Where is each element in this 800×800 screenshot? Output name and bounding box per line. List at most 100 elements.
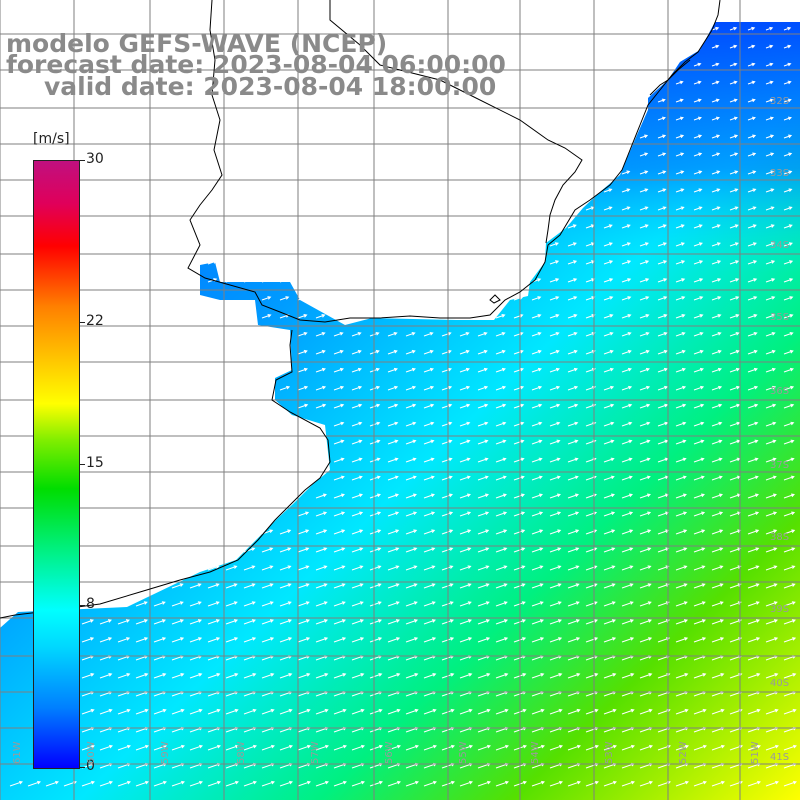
wind-arrow [783, 26, 792, 31]
wind-arrow [603, 349, 614, 355]
wind-arrow [711, 278, 722, 283]
wind-arrow [441, 349, 452, 355]
wind-arrow [693, 744, 707, 751]
wind-arrow [243, 565, 256, 571]
wind-arrow [675, 619, 688, 625]
wind-arrow [477, 583, 490, 589]
wind-arrow [603, 421, 615, 427]
wind-arrow [747, 708, 761, 715]
wind-arrow [99, 744, 113, 751]
wind-arrow [567, 260, 578, 265]
wind-arrow [603, 601, 616, 607]
wind-arrow [729, 385, 741, 391]
wind-arrow [315, 583, 328, 589]
wind-arrow [765, 601, 778, 607]
wind-arrow [783, 188, 793, 193]
wind-arrow [747, 170, 757, 175]
wind-arrow [153, 708, 167, 715]
wind-arrow [117, 673, 131, 679]
wind-arrow [207, 565, 220, 571]
wind-arrow [585, 349, 596, 355]
wind-arrow [639, 439, 651, 445]
wind-arrow [675, 457, 687, 463]
wind-arrow [675, 780, 689, 787]
colorbar-tick-mark [79, 160, 85, 161]
wind-arrow [621, 349, 632, 355]
wind-arrow [711, 780, 725, 787]
wind-arrow [549, 744, 563, 751]
wind-arrow [783, 708, 797, 715]
wind-arrow [279, 565, 292, 571]
wind-arrow [441, 547, 454, 553]
wind-arrow [513, 529, 526, 535]
wind-arrow [351, 583, 364, 589]
wind-arrow [765, 565, 778, 571]
wind-arrow [513, 601, 526, 607]
wind-arrow [423, 439, 435, 445]
wind-arrow [477, 421, 489, 427]
longitude-label: 54W [530, 741, 541, 764]
wind-arrow [675, 493, 687, 499]
wind-arrow [297, 349, 308, 355]
wind-arrow [477, 637, 491, 643]
wind-arrow [603, 457, 615, 463]
wind-arrow [621, 529, 634, 535]
wind-arrow [783, 152, 793, 157]
wind-arrow [747, 278, 758, 283]
wind-arrow [765, 98, 774, 103]
wind-arrow [747, 98, 756, 103]
wind-arrow [531, 511, 544, 517]
wind-arrow [693, 583, 706, 589]
wind-arrow [459, 708, 473, 715]
wind-arrow [495, 529, 508, 535]
wind-arrow [531, 744, 545, 751]
wind-arrow [495, 331, 506, 337]
wind-arrow [477, 565, 490, 571]
latitude-label: 35S [770, 312, 790, 323]
ocean-field [0, 22, 800, 800]
wind-arrow [387, 780, 401, 787]
wind-arrow [279, 385, 291, 391]
wind-arrow [675, 744, 689, 751]
wind-arrow [711, 242, 721, 247]
wind-arrow [369, 421, 381, 427]
wind-arrow [405, 511, 418, 517]
wind-arrow [423, 583, 436, 589]
wind-arrow [459, 385, 471, 391]
wind-arrow [729, 242, 739, 247]
wind-arrow [495, 385, 507, 391]
wind-arrow [675, 403, 687, 409]
wind-arrow [747, 529, 760, 535]
wind-arrow [531, 349, 542, 355]
wind-arrow [315, 529, 328, 535]
wind-arrow [387, 529, 400, 535]
wind-arrow [387, 331, 398, 337]
wind-arrow [477, 673, 491, 679]
wind-arrow [261, 583, 274, 589]
wind-arrow [531, 367, 542, 373]
latitude-label: 33S [770, 168, 790, 179]
wind-arrow [765, 62, 774, 67]
title-model: modelo GEFS-WAVE (NCEP) [6, 29, 388, 58]
wind-arrow [729, 260, 740, 265]
wind-arrow [225, 565, 238, 571]
wind-arrow [765, 493, 777, 499]
wind-arrow [567, 224, 577, 229]
wind-arrow [261, 601, 274, 607]
wind-arrow [387, 367, 398, 373]
wind-arrow [351, 619, 364, 625]
wind-arrow [351, 780, 365, 787]
wind-arrow [639, 583, 652, 589]
wind-arrow [189, 708, 203, 715]
wind-arrow [549, 583, 562, 589]
wind-arrow [369, 547, 382, 553]
wind-arrow [27, 780, 41, 787]
wind-arrow [315, 637, 329, 643]
wind-arrow [387, 583, 400, 589]
wind-arrow [729, 170, 739, 175]
wind-arrow [783, 367, 794, 373]
wind-arrow [459, 439, 471, 445]
wind-arrow [747, 421, 759, 427]
wind-arrow [675, 511, 688, 517]
wind-arrow [423, 385, 435, 391]
